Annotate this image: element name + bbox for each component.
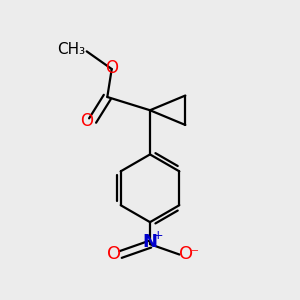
Text: O: O [179, 245, 193, 263]
Text: O: O [80, 112, 93, 130]
Text: O: O [105, 58, 118, 76]
Text: ⁻: ⁻ [191, 246, 199, 261]
Text: N: N [142, 233, 158, 251]
Text: O: O [107, 245, 121, 263]
Text: CH₃: CH₃ [57, 41, 85, 56]
Text: +: + [153, 229, 164, 242]
